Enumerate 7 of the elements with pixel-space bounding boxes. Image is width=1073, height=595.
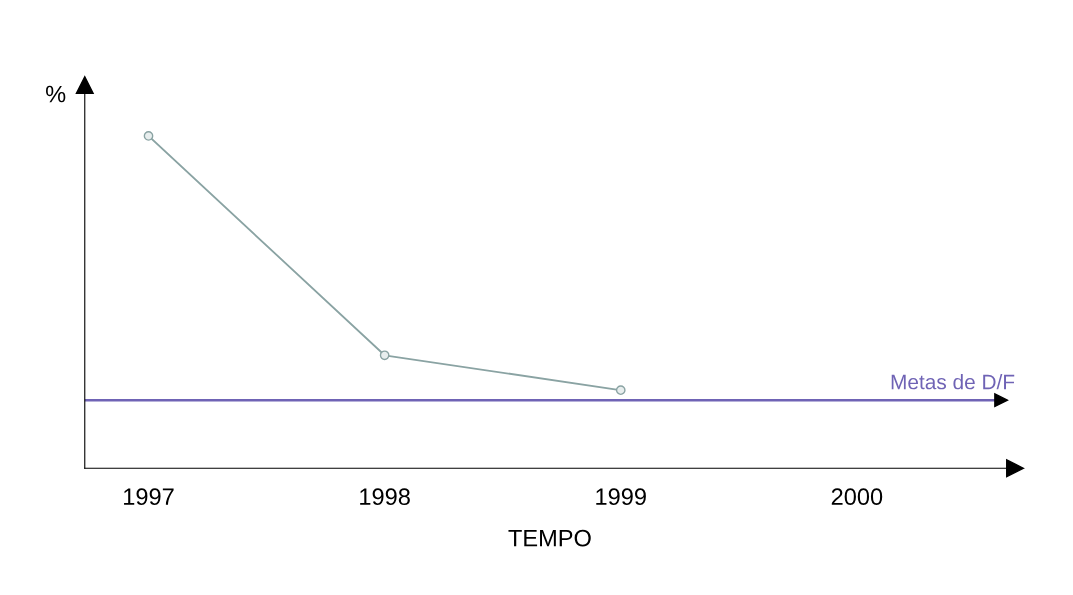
x-tick-label: 1999 (596, 488, 646, 506)
y-axis-title: % (46, 85, 66, 103)
ref-line-label: Metas de D/F (891, 374, 1015, 390)
x-tick-label: 1998 (360, 488, 410, 506)
x-tick-label: 2000 (831, 488, 883, 506)
x-axis-title: TEMPO (508, 529, 591, 547)
x-tick-label: 1997 (124, 488, 174, 506)
